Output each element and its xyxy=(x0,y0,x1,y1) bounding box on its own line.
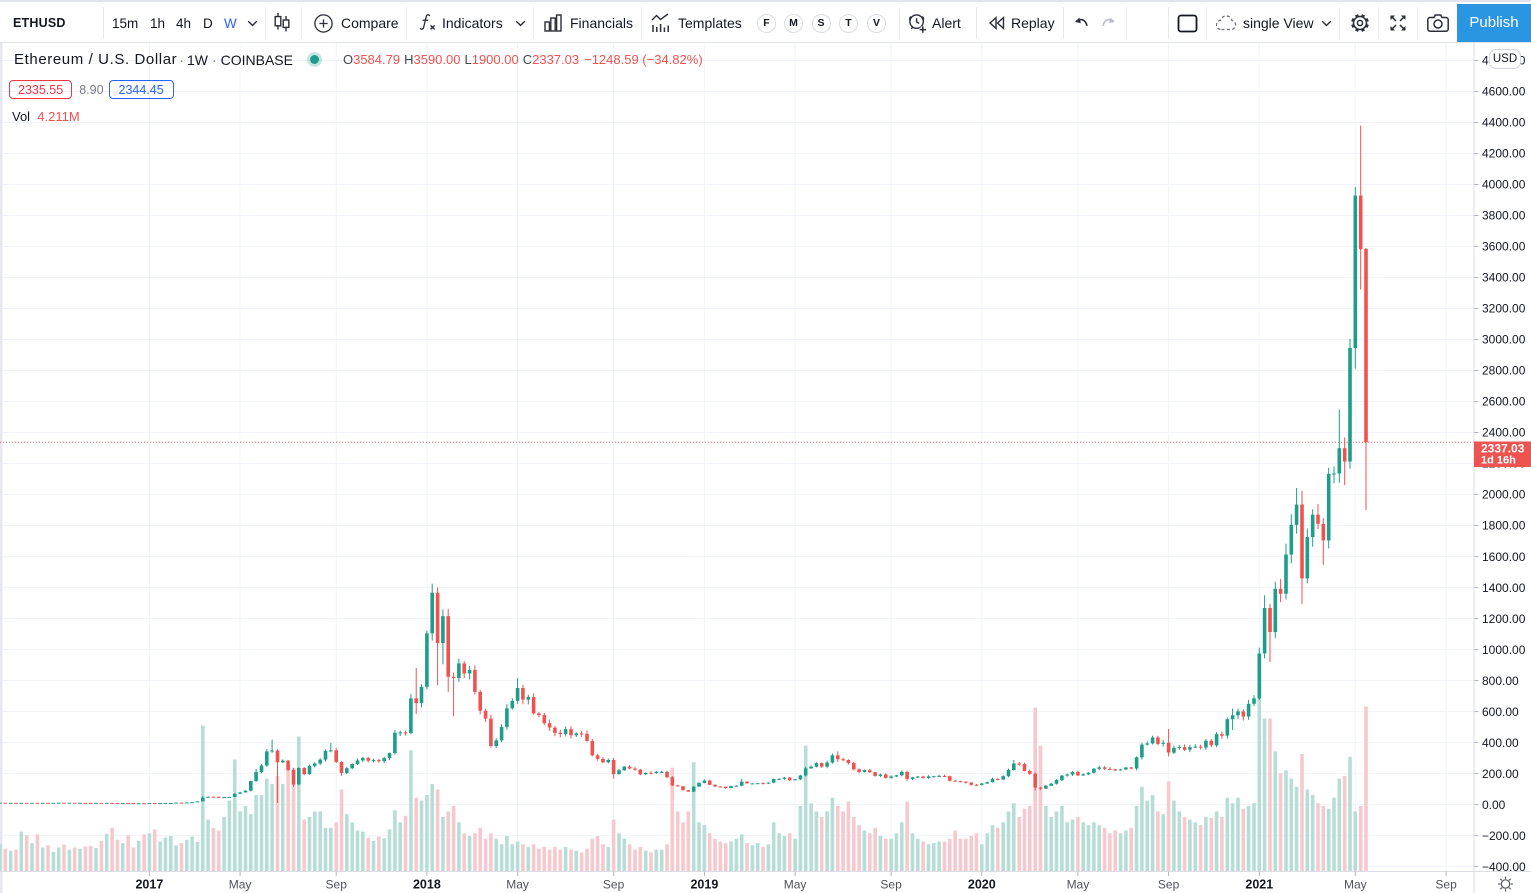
svg-text:600.00: 600.00 xyxy=(1482,705,1519,719)
svg-text:3800.00: 3800.00 xyxy=(1482,209,1526,223)
svg-text:May: May xyxy=(784,878,807,892)
svg-text:1600.00: 1600.00 xyxy=(1482,550,1526,564)
svg-text:May: May xyxy=(229,878,252,892)
svg-text:Sep: Sep xyxy=(326,878,348,892)
svg-text:3400.00: 3400.00 xyxy=(1482,271,1526,285)
svg-text:2400.00: 2400.00 xyxy=(1482,426,1526,440)
svg-text:2018: 2018 xyxy=(413,878,441,892)
svg-text:2021: 2021 xyxy=(1245,878,1273,892)
svg-text:Sep: Sep xyxy=(880,878,902,892)
svg-text:Sep: Sep xyxy=(1158,878,1180,892)
svg-text:0.00: 0.00 xyxy=(1482,798,1506,812)
svg-text:May: May xyxy=(1067,878,1090,892)
svg-text:2000.00: 2000.00 xyxy=(1482,488,1526,502)
svg-text:May: May xyxy=(1344,878,1367,892)
svg-text:2020: 2020 xyxy=(968,878,996,892)
svg-text:2800.00: 2800.00 xyxy=(1482,364,1526,378)
svg-text:1400.00: 1400.00 xyxy=(1482,581,1526,595)
svg-text:4200.00: 4200.00 xyxy=(1482,147,1526,161)
svg-text:2337.03: 2337.03 xyxy=(1481,442,1525,456)
svg-text:Sep: Sep xyxy=(603,878,625,892)
svg-text:May: May xyxy=(506,878,529,892)
svg-text:2600.00: 2600.00 xyxy=(1482,395,1526,409)
svg-text:800.00: 800.00 xyxy=(1482,674,1519,688)
svg-text:1000.00: 1000.00 xyxy=(1482,643,1526,657)
svg-text:3200.00: 3200.00 xyxy=(1482,302,1526,316)
svg-text:1d 16h: 1d 16h xyxy=(1481,455,1516,467)
svg-text:200.00: 200.00 xyxy=(1482,767,1519,781)
svg-text:3000.00: 3000.00 xyxy=(1482,333,1526,347)
svg-text:1200.00: 1200.00 xyxy=(1482,612,1526,626)
svg-text:1800.00: 1800.00 xyxy=(1482,519,1526,533)
svg-text:Sep: Sep xyxy=(1435,878,1457,892)
svg-text:−400.00: −400.00 xyxy=(1482,860,1526,874)
svg-text:4000.00: 4000.00 xyxy=(1482,178,1526,192)
svg-text:−200.00: −200.00 xyxy=(1482,829,1526,843)
svg-text:400.00: 400.00 xyxy=(1482,736,1519,750)
svg-text:4600.00: 4600.00 xyxy=(1482,85,1526,99)
svg-text:2019: 2019 xyxy=(690,878,718,892)
svg-text:4400.00: 4400.00 xyxy=(1482,116,1526,130)
svg-text:3600.00: 3600.00 xyxy=(1482,240,1526,254)
svg-text:2017: 2017 xyxy=(135,878,163,892)
